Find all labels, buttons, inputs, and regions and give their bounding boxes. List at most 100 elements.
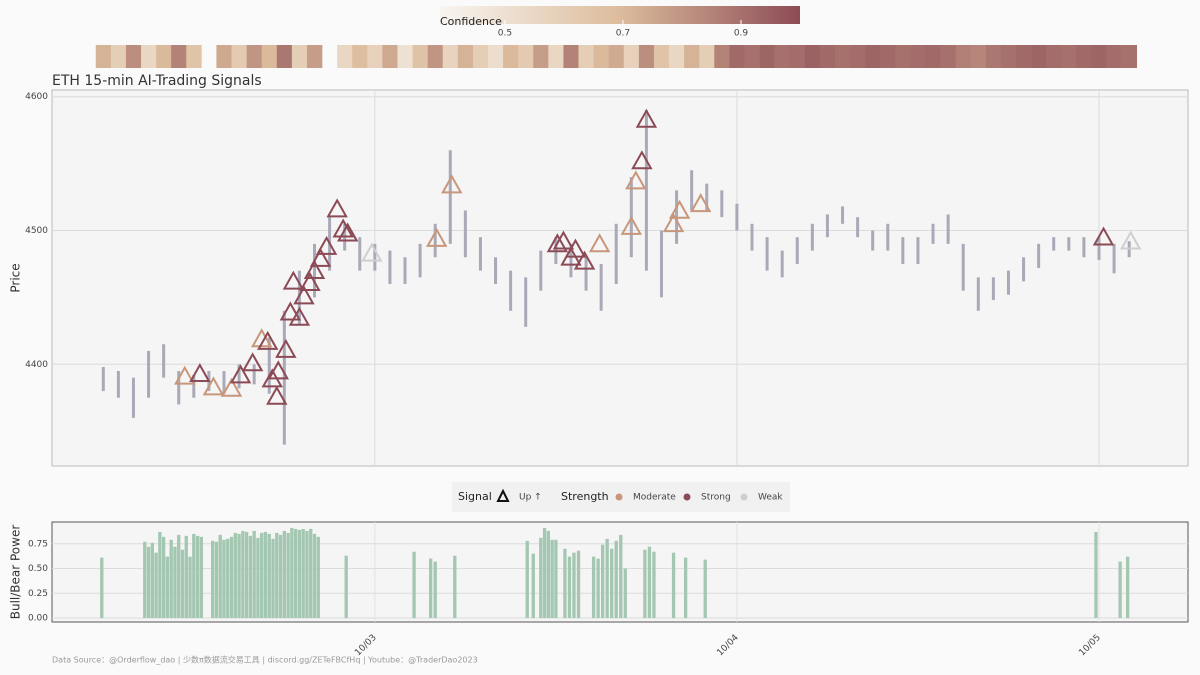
confidence-cell [457, 45, 474, 68]
bar [344, 555, 348, 619]
bar [309, 528, 313, 619]
legend-label: Weak [758, 493, 783, 503]
y-tick-label: 0.25 [28, 589, 48, 599]
confidence-cell [518, 45, 534, 68]
confidence-cell [231, 45, 247, 68]
colorbar [440, 6, 800, 24]
confidence-cell [548, 45, 564, 68]
y-tick-label: 4400 [25, 360, 48, 370]
bar [546, 530, 550, 619]
confidence-cell [563, 45, 579, 68]
bar [433, 561, 437, 619]
bar [161, 536, 166, 619]
signal-marker [552, 230, 575, 250]
bar [252, 530, 256, 619]
chart-title: ETH 15-min AI-Trading Signals [52, 73, 262, 89]
bar [267, 533, 271, 619]
signal-marker [266, 385, 288, 405]
signal-marker [361, 242, 383, 262]
confidence-cell [472, 45, 489, 68]
confidence-cell [306, 45, 323, 68]
footer: Data Source：@Orderflow_dao | 少数π数据流交易工具 … [52, 655, 478, 665]
bar [610, 548, 614, 619]
confidence-cell [352, 45, 368, 68]
bar [192, 533, 196, 619]
confidence-cell [337, 45, 353, 68]
bar [150, 542, 154, 619]
bar [248, 535, 253, 619]
signal-marker [299, 271, 321, 292]
confidence-cell [608, 45, 625, 68]
confidence-cell [623, 45, 640, 68]
confidence-cell [865, 45, 881, 68]
confidence-cell [955, 45, 972, 68]
signal-marker [668, 199, 691, 219]
confidence-cell [804, 45, 821, 68]
signal-marker [1092, 226, 1115, 246]
confidence-cell [1061, 45, 1077, 68]
y-tick-label: 4600 [25, 92, 48, 102]
bar [297, 529, 302, 619]
signal-marker [332, 218, 354, 238]
signal-marker [662, 213, 685, 233]
bar [293, 528, 298, 619]
confidence-cell [95, 45, 112, 68]
bar [453, 555, 457, 619]
legend-title: Strength [561, 490, 609, 503]
confidence-cell [714, 45, 730, 68]
confidence-cell [774, 45, 791, 68]
bar [643, 549, 647, 619]
bar [173, 546, 177, 619]
signal-marker [288, 306, 311, 326]
signal-marker [546, 233, 569, 253]
signal-marker [293, 285, 315, 305]
confidence-cell [533, 45, 549, 68]
bar [703, 559, 707, 619]
bar [188, 556, 192, 619]
bar [278, 534, 283, 619]
signal-marker [588, 233, 611, 253]
bar [619, 534, 623, 619]
confidence-cell [156, 45, 172, 68]
bar [146, 546, 151, 619]
confidence-cell [397, 45, 413, 68]
confidence-cell [1016, 45, 1032, 68]
confidence-cell [578, 45, 594, 68]
bar [169, 539, 173, 619]
bar [572, 552, 576, 619]
bar [652, 551, 656, 619]
signal-marker [202, 376, 225, 396]
confidence-cell [880, 45, 896, 68]
bar [531, 553, 535, 619]
colorbar-tick-label: 0.7 [616, 29, 630, 39]
confidence-cell [246, 45, 262, 68]
y-tick-label: 4500 [25, 226, 48, 236]
legend-title: Signal [458, 490, 492, 503]
legend-label: Up ↑ [519, 493, 542, 503]
bar [542, 527, 547, 619]
confidence-cell [895, 45, 911, 68]
bar [229, 536, 234, 619]
signal-marker [441, 174, 463, 194]
bar [237, 533, 241, 619]
confidence-cell [653, 45, 670, 68]
legend-symbol [683, 493, 691, 501]
bar [605, 538, 609, 619]
bar [596, 558, 600, 619]
bar [233, 532, 237, 619]
bar [305, 530, 309, 619]
signal-marker [229, 364, 252, 384]
signal-marker [620, 215, 643, 235]
bar [412, 551, 416, 619]
bar [312, 533, 317, 619]
confidence-cell [925, 45, 941, 68]
confidence-cell [1106, 45, 1122, 68]
confidence-cell [684, 45, 700, 68]
confidence-cell [638, 45, 655, 68]
confidence-cell [910, 45, 926, 68]
bar [1094, 531, 1098, 619]
y-tick-label: 0.75 [28, 539, 48, 549]
confidence-cell [442, 45, 459, 68]
confidence-cell [1000, 45, 1017, 68]
